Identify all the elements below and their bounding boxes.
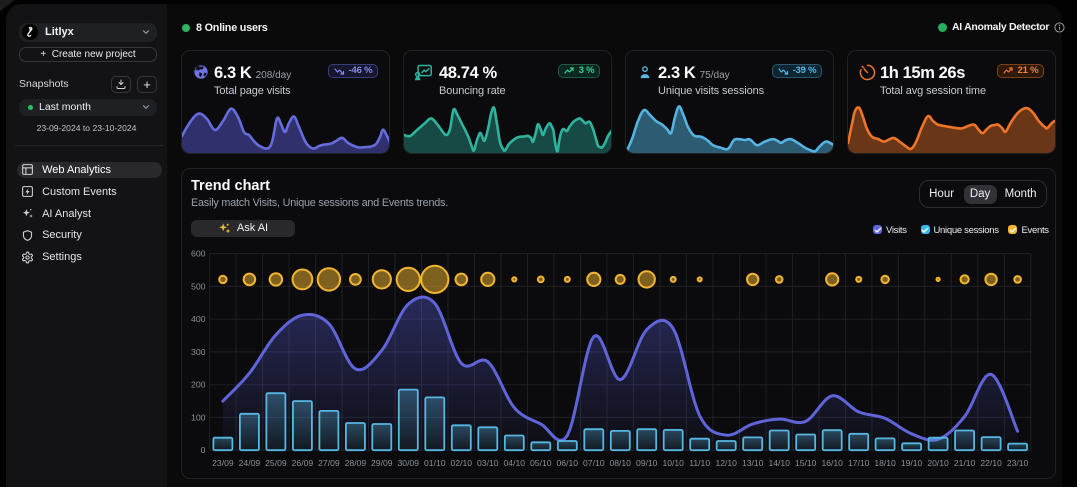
svg-text:03/10: 03/10 — [477, 458, 499, 468]
svg-text:02/10: 02/10 — [451, 458, 473, 468]
svg-text:600: 600 — [191, 249, 206, 259]
svg-text:100: 100 — [191, 412, 206, 422]
svg-text:500: 500 — [191, 281, 206, 291]
svg-text:05/10: 05/10 — [530, 458, 552, 468]
svg-text:15/10: 15/10 — [795, 458, 817, 468]
svg-text:30/09: 30/09 — [398, 458, 420, 468]
svg-text:24/09: 24/09 — [239, 458, 261, 468]
svg-text:25/09: 25/09 — [265, 458, 287, 468]
svg-text:200: 200 — [191, 380, 206, 390]
svg-text:17/10: 17/10 — [848, 458, 870, 468]
svg-text:08/10: 08/10 — [609, 458, 631, 468]
svg-text:23/09: 23/09 — [212, 458, 234, 468]
svg-text:300: 300 — [191, 347, 206, 357]
svg-text:06/10: 06/10 — [557, 458, 579, 468]
svg-text:16/10: 16/10 — [821, 458, 843, 468]
svg-text:10/10: 10/10 — [662, 458, 684, 468]
svg-text:29/09: 29/09 — [371, 458, 393, 468]
svg-text:14/10: 14/10 — [768, 458, 790, 468]
svg-text:11/10: 11/10 — [689, 458, 710, 468]
svg-text:19/10: 19/10 — [901, 458, 923, 468]
svg-text:400: 400 — [191, 314, 206, 324]
svg-text:22/10: 22/10 — [980, 458, 1002, 468]
svg-text:28/09: 28/09 — [345, 458, 367, 468]
svg-text:26/09: 26/09 — [292, 458, 314, 468]
svg-text:23/10: 23/10 — [1007, 458, 1029, 468]
svg-text:04/10: 04/10 — [504, 458, 526, 468]
svg-text:09/10: 09/10 — [636, 458, 658, 468]
svg-text:27/09: 27/09 — [318, 458, 340, 468]
svg-text:18/10: 18/10 — [874, 458, 896, 468]
svg-text:0: 0 — [201, 445, 206, 455]
svg-text:01/10: 01/10 — [424, 458, 446, 468]
svg-text:07/10: 07/10 — [583, 458, 605, 468]
svg-text:12/10: 12/10 — [715, 458, 737, 468]
svg-text:21/10: 21/10 — [954, 458, 976, 468]
svg-text:13/10: 13/10 — [742, 458, 764, 468]
svg-text:20/10: 20/10 — [927, 458, 949, 468]
